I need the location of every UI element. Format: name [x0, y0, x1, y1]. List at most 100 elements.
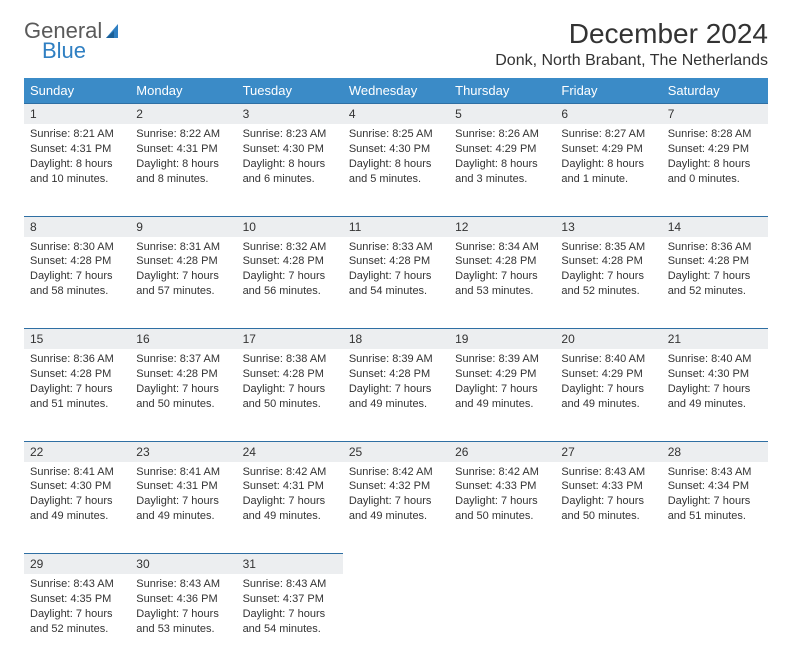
- day-content-cell: Sunrise: 8:34 AMSunset: 4:28 PMDaylight:…: [449, 237, 555, 329]
- sunset-text: Sunset: 4:33 PM: [455, 479, 549, 494]
- sunset-text: Sunset: 4:31 PM: [136, 142, 230, 157]
- day-content-cell: Sunrise: 8:38 AMSunset: 4:28 PMDaylight:…: [237, 349, 343, 441]
- day-number-cell: 6: [555, 104, 661, 125]
- weekday-header: Monday: [130, 78, 236, 104]
- sunset-text: Sunset: 4:29 PM: [561, 142, 655, 157]
- day-content-row: Sunrise: 8:36 AMSunset: 4:28 PMDaylight:…: [24, 349, 768, 441]
- day-content-cell: Sunrise: 8:42 AMSunset: 4:31 PMDaylight:…: [237, 462, 343, 554]
- day-content-cell: Sunrise: 8:39 AMSunset: 4:29 PMDaylight:…: [449, 349, 555, 441]
- sunset-text: Sunset: 4:37 PM: [243, 592, 337, 607]
- day-number-cell: 15: [24, 329, 130, 350]
- daylight-text: Daylight: 7 hours and 54 minutes.: [243, 607, 337, 637]
- daylight-text: Daylight: 7 hours and 56 minutes.: [243, 269, 337, 299]
- calendar-table: Sunday Monday Tuesday Wednesday Thursday…: [24, 78, 768, 666]
- daylight-text: Daylight: 8 hours and 10 minutes.: [30, 157, 124, 187]
- day-content-cell: Sunrise: 8:31 AMSunset: 4:28 PMDaylight:…: [130, 237, 236, 329]
- sunrise-text: Sunrise: 8:21 AM: [30, 127, 124, 142]
- sunrise-text: Sunrise: 8:43 AM: [668, 465, 762, 480]
- day-number-cell: 5: [449, 104, 555, 125]
- sunrise-text: Sunrise: 8:37 AM: [136, 352, 230, 367]
- day-content-cell: Sunrise: 8:36 AMSunset: 4:28 PMDaylight:…: [662, 237, 768, 329]
- day-number-cell: 7: [662, 104, 768, 125]
- sunrise-text: Sunrise: 8:40 AM: [561, 352, 655, 367]
- sunrise-text: Sunrise: 8:22 AM: [136, 127, 230, 142]
- daylight-text: Daylight: 7 hours and 53 minutes.: [136, 607, 230, 637]
- daylight-text: Daylight: 7 hours and 49 minutes.: [349, 494, 443, 524]
- day-number-cell: [449, 554, 555, 575]
- sunrise-text: Sunrise: 8:35 AM: [561, 240, 655, 255]
- daylight-text: Daylight: 7 hours and 52 minutes.: [30, 607, 124, 637]
- day-content-cell: Sunrise: 8:36 AMSunset: 4:28 PMDaylight:…: [24, 349, 130, 441]
- day-number-cell: [343, 554, 449, 575]
- sunrise-text: Sunrise: 8:38 AM: [243, 352, 337, 367]
- day-content-cell: Sunrise: 8:42 AMSunset: 4:32 PMDaylight:…: [343, 462, 449, 554]
- daylight-text: Daylight: 7 hours and 50 minutes.: [136, 382, 230, 412]
- day-content-cell: Sunrise: 8:41 AMSunset: 4:31 PMDaylight:…: [130, 462, 236, 554]
- day-number-cell: 26: [449, 441, 555, 462]
- day-content-cell: Sunrise: 8:23 AMSunset: 4:30 PMDaylight:…: [237, 124, 343, 216]
- day-content-cell: Sunrise: 8:22 AMSunset: 4:31 PMDaylight:…: [130, 124, 236, 216]
- daylight-text: Daylight: 7 hours and 50 minutes.: [455, 494, 549, 524]
- day-content-cell: Sunrise: 8:26 AMSunset: 4:29 PMDaylight:…: [449, 124, 555, 216]
- daylight-text: Daylight: 7 hours and 58 minutes.: [30, 269, 124, 299]
- sunrise-text: Sunrise: 8:28 AM: [668, 127, 762, 142]
- sunrise-text: Sunrise: 8:42 AM: [243, 465, 337, 480]
- day-number-cell: 16: [130, 329, 236, 350]
- day-number-cell: 17: [237, 329, 343, 350]
- sunset-text: Sunset: 4:30 PM: [30, 479, 124, 494]
- day-number-cell: 24: [237, 441, 343, 462]
- daylight-text: Daylight: 8 hours and 6 minutes.: [243, 157, 337, 187]
- sunset-text: Sunset: 4:28 PM: [668, 254, 762, 269]
- day-content-cell: Sunrise: 8:43 AMSunset: 4:36 PMDaylight:…: [130, 574, 236, 666]
- day-content-cell: Sunrise: 8:32 AMSunset: 4:28 PMDaylight:…: [237, 237, 343, 329]
- sunrise-text: Sunrise: 8:32 AM: [243, 240, 337, 255]
- sunset-text: Sunset: 4:33 PM: [561, 479, 655, 494]
- sunrise-text: Sunrise: 8:42 AM: [455, 465, 549, 480]
- day-number-cell: 29: [24, 554, 130, 575]
- sunset-text: Sunset: 4:28 PM: [349, 367, 443, 382]
- sunset-text: Sunset: 4:31 PM: [136, 479, 230, 494]
- sunset-text: Sunset: 4:28 PM: [136, 367, 230, 382]
- daylight-text: Daylight: 8 hours and 3 minutes.: [455, 157, 549, 187]
- day-number-cell: 31: [237, 554, 343, 575]
- daylight-text: Daylight: 8 hours and 0 minutes.: [668, 157, 762, 187]
- logo-text-blue: Blue: [42, 38, 86, 64]
- daylight-text: Daylight: 7 hours and 49 minutes.: [561, 382, 655, 412]
- sunset-text: Sunset: 4:30 PM: [668, 367, 762, 382]
- day-number-cell: 30: [130, 554, 236, 575]
- day-content-row: Sunrise: 8:21 AM Sunset: 4:31 PM Daylight:…: [24, 124, 768, 216]
- day-number-cell: 12: [449, 216, 555, 237]
- sunset-text: Sunset: 4:28 PM: [561, 254, 655, 269]
- day-number-cell: 23: [130, 441, 236, 462]
- day-number-cell: 25: [343, 441, 449, 462]
- sunset-text: Sunset: 4:28 PM: [243, 254, 337, 269]
- daylight-text: Daylight: 7 hours and 52 minutes.: [668, 269, 762, 299]
- day-number-cell: 3: [237, 104, 343, 125]
- sunrise-text: Sunrise: 8:34 AM: [455, 240, 549, 255]
- day-content-cell: Sunrise: 8:35 AMSunset: 4:28 PMDaylight:…: [555, 237, 661, 329]
- header: General December 2024 Donk, North Braban…: [24, 18, 768, 70]
- day-number-cell: [555, 554, 661, 575]
- sunset-text: Sunset: 4:28 PM: [30, 254, 124, 269]
- day-content-cell: Sunrise: 8:40 AMSunset: 4:30 PMDaylight:…: [662, 349, 768, 441]
- sunset-text: Sunset: 4:29 PM: [668, 142, 762, 157]
- day-number-row: 891011121314: [24, 216, 768, 237]
- sunrise-text: Sunrise: 8:33 AM: [349, 240, 443, 255]
- sunrise-text: Sunrise: 8:27 AM: [561, 127, 655, 142]
- daylight-text: Daylight: 8 hours and 1 minute.: [561, 157, 655, 187]
- day-number-cell: 2: [130, 104, 236, 125]
- sunrise-text: Sunrise: 8:39 AM: [349, 352, 443, 367]
- day-content-cell: Sunrise: 8:40 AMSunset: 4:29 PMDaylight:…: [555, 349, 661, 441]
- weekday-header: Thursday: [449, 78, 555, 104]
- day-number-cell: 19: [449, 329, 555, 350]
- sunrise-text: Sunrise: 8:39 AM: [455, 352, 549, 367]
- weekday-header: Wednesday: [343, 78, 449, 104]
- weekday-header: Sunday: [24, 78, 130, 104]
- day-content-cell: Sunrise: 8:28 AMSunset: 4:29 PMDaylight:…: [662, 124, 768, 216]
- day-content-cell: Sunrise: 8:43 AMSunset: 4:37 PMDaylight:…: [237, 574, 343, 666]
- location: Donk, North Brabant, The Netherlands: [495, 52, 768, 70]
- day-number-cell: 1: [24, 104, 130, 125]
- day-content-cell: Sunrise: 8:21 AMSunset: 4:31 PMDaylight:…: [24, 124, 130, 216]
- day-content-cell: Sunrise: 8:30 AMSunset: 4:28 PMDaylight:…: [24, 237, 130, 329]
- day-content-cell: Sunrise: 8:41 AMSunset: 4:30 PMDaylight:…: [24, 462, 130, 554]
